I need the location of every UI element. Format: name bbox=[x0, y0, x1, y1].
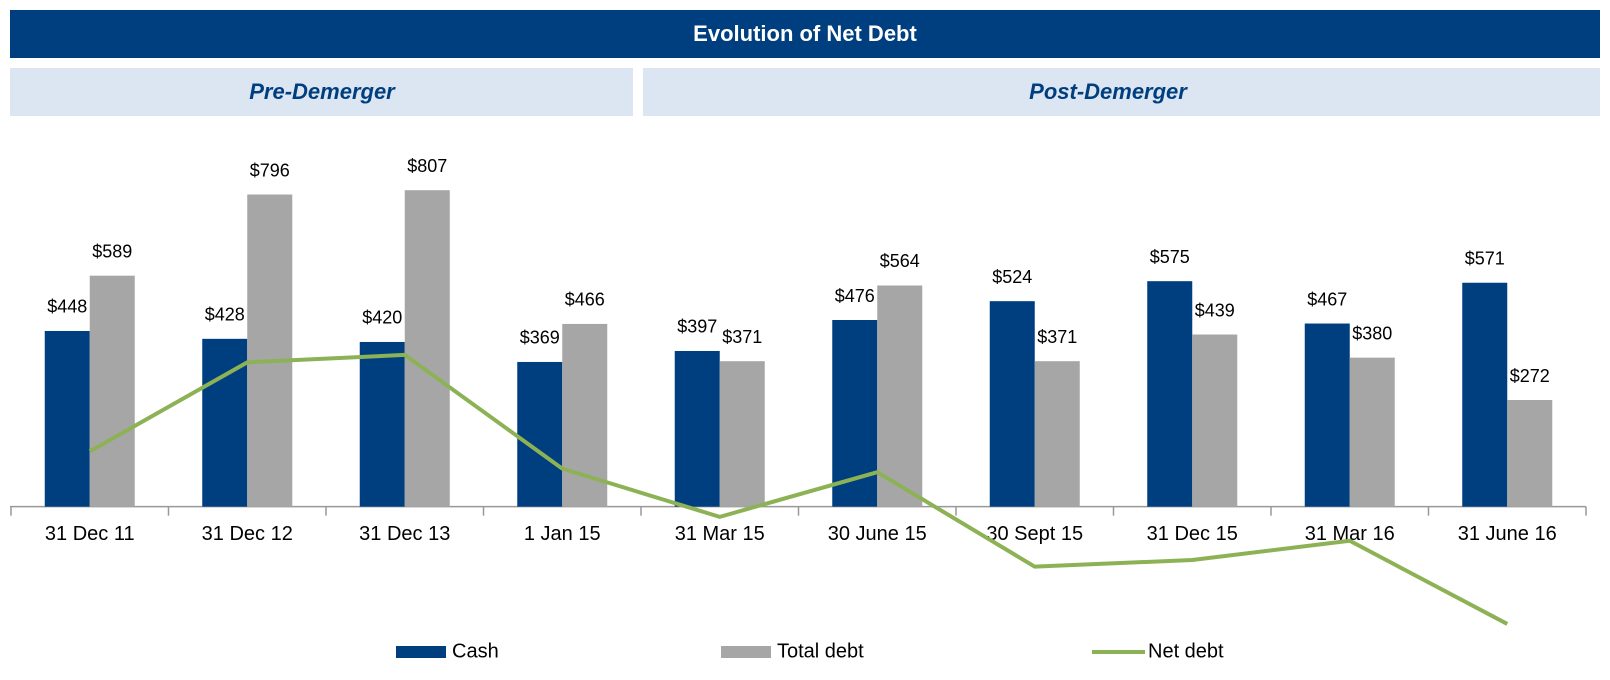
bar bbox=[1304, 323, 1350, 507]
data-label: $467 bbox=[1307, 289, 1347, 309]
x-tick-label: 30 Sept 15 bbox=[986, 523, 1083, 545]
data-label: $439 bbox=[1195, 300, 1235, 320]
x-tick-label: 31 June 16 bbox=[1458, 523, 1557, 545]
bar bbox=[517, 361, 563, 507]
x-tick-label: 31 Mar 15 bbox=[675, 523, 765, 545]
x-tick-label: 31 Dec 13 bbox=[359, 523, 450, 545]
data-label: $420 bbox=[362, 308, 402, 328]
bar bbox=[674, 350, 720, 507]
data-label: $371 bbox=[1037, 327, 1077, 347]
x-tick-label: 31 Dec 11 bbox=[45, 523, 135, 545]
data-label: $796 bbox=[250, 160, 290, 180]
section-bar bbox=[643, 68, 1600, 116]
bar bbox=[1507, 400, 1553, 507]
x-tick-label: 31 Dec 12 bbox=[202, 523, 293, 545]
section-label: Post-Demerger bbox=[1029, 79, 1188, 104]
bar bbox=[989, 301, 1035, 507]
chart-title: Evolution of Net Debt bbox=[693, 21, 917, 46]
data-label: $589 bbox=[92, 241, 132, 261]
x-tick-label: 31 Dec 15 bbox=[1147, 523, 1238, 545]
bar bbox=[877, 285, 923, 507]
data-label: $807 bbox=[407, 156, 447, 176]
data-label: $369 bbox=[520, 328, 560, 348]
x-tick-label: 30 June 15 bbox=[828, 523, 927, 545]
bar bbox=[1034, 361, 1080, 507]
legend-swatch bbox=[721, 646, 771, 658]
data-label: $380 bbox=[1352, 323, 1392, 343]
x-tick-label: 31 Mar 16 bbox=[1305, 523, 1395, 545]
bar bbox=[247, 194, 293, 507]
data-label: $428 bbox=[205, 305, 245, 325]
bar bbox=[719, 361, 765, 507]
data-label: $564 bbox=[880, 251, 920, 271]
bar bbox=[359, 341, 405, 507]
bar bbox=[89, 275, 135, 507]
data-label: $371 bbox=[722, 327, 762, 347]
data-label: $397 bbox=[677, 317, 717, 337]
data-label: $524 bbox=[992, 267, 1032, 287]
bar bbox=[1349, 357, 1395, 507]
legend-label: Cash bbox=[452, 640, 499, 662]
x-tick-label: 1 Jan 15 bbox=[524, 523, 601, 545]
legend-label: Total debt bbox=[777, 640, 864, 662]
data-label: $571 bbox=[1465, 248, 1505, 268]
data-label: $272 bbox=[1510, 366, 1550, 386]
bar bbox=[404, 190, 450, 507]
data-label: $448 bbox=[47, 297, 87, 317]
bar bbox=[1147, 281, 1193, 507]
title-bar bbox=[10, 10, 1600, 58]
bar bbox=[1462, 282, 1508, 507]
data-label: $575 bbox=[1150, 247, 1190, 267]
data-label: $476 bbox=[835, 286, 875, 306]
legend-swatch bbox=[396, 646, 446, 658]
legend-label: Net debt bbox=[1148, 640, 1224, 662]
section-label: Pre-Demerger bbox=[249, 79, 396, 104]
bar bbox=[44, 330, 90, 507]
line bbox=[88, 352, 1509, 626]
bar bbox=[1192, 334, 1238, 507]
data-label: $466 bbox=[565, 290, 605, 310]
section-bar bbox=[10, 68, 633, 116]
